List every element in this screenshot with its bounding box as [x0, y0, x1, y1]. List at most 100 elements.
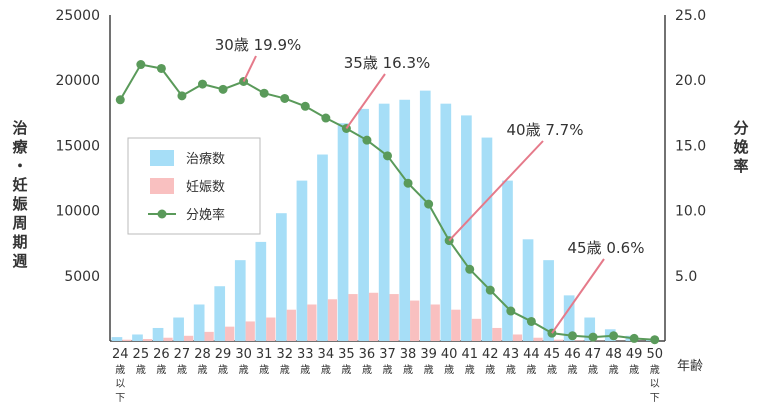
x-tick-label: 42	[482, 347, 499, 362]
bar-pregnancy	[451, 310, 460, 341]
x-tick-label: 44	[523, 347, 540, 362]
x-tick-label: 50	[646, 347, 663, 362]
left-axis-title-char: 療	[12, 138, 28, 156]
x-tick-label: 38	[400, 347, 417, 362]
annotation-label: 45歳 0.6%	[568, 239, 645, 257]
bar-treatment	[173, 318, 184, 341]
bar-pregnancy	[266, 318, 275, 341]
x-tick-suffix: 歳	[588, 364, 598, 376]
delivery-rate-point	[650, 335, 659, 344]
x-tick-suffix: 下	[115, 393, 125, 404]
x-tick-label: 25	[133, 347, 150, 362]
bar-treatment	[502, 181, 513, 341]
x-tick-label: 40	[441, 347, 458, 362]
right-tick-label: 10.0	[675, 204, 706, 220]
x-tick-label: 34	[318, 347, 335, 362]
x-tick-suffix: 歳	[321, 364, 331, 376]
x-tick-suffix: 歳	[547, 364, 557, 376]
annotation-label: 35歳 16.3%	[344, 54, 431, 72]
x-tick-suffix: 歳	[300, 364, 310, 376]
x-tick-label: 28	[194, 347, 211, 362]
x-axis-unit-label: 年齢	[677, 359, 703, 374]
x-tick-suffix: 下	[650, 393, 660, 404]
bar-pregnancy	[122, 340, 131, 341]
delivery-rate-point	[486, 286, 495, 295]
x-tick-label: 31	[256, 347, 273, 362]
x-tick-label: 29	[215, 347, 232, 362]
x-tick-suffix: 歳	[362, 364, 372, 376]
right-axis-title: 分娩率	[733, 119, 748, 175]
bar-treatment	[338, 123, 349, 341]
x-tick-label: 30	[235, 347, 252, 362]
bar-pregnancy	[205, 332, 214, 341]
bar-treatment	[276, 213, 287, 341]
delivery-rate-point	[383, 151, 392, 160]
annotation-label: 30歳 19.9%	[215, 36, 302, 54]
right-axis-title-char: 分	[733, 119, 748, 137]
annotation-label: 40歳 7.7%	[507, 121, 584, 139]
delivery-rate-point	[362, 136, 371, 145]
x-tick-label: 27	[174, 347, 191, 362]
bar-treatment	[297, 181, 308, 341]
bar-treatment	[399, 100, 410, 341]
bar-pregnancy	[513, 334, 522, 341]
x-tick-label: 41	[461, 347, 478, 362]
delivery-rate-point	[568, 331, 577, 340]
x-tick-label: 45	[544, 347, 561, 362]
legend-swatch	[150, 178, 174, 194]
bar-pregnancy	[328, 299, 337, 341]
x-tick-label: 24	[112, 347, 129, 362]
bar-pregnancy	[575, 340, 584, 341]
x-tick-suffix: 歳	[239, 364, 249, 376]
x-tick-label: 48	[605, 347, 622, 362]
bar-pregnancy	[225, 327, 234, 341]
bar-treatment	[317, 155, 328, 341]
delivery-rate-point	[609, 331, 618, 340]
legend-point-swatch	[158, 210, 167, 219]
annotation-leader-line	[552, 259, 604, 333]
left-axis-title-char: ・	[12, 157, 27, 175]
x-tick-suffix: 歳	[650, 364, 660, 376]
left-tick-label: 25000	[55, 8, 100, 24]
legend-label: 妊娠数	[186, 180, 225, 195]
delivery-rate-point	[280, 94, 289, 103]
legend-label: 分娩率	[186, 207, 225, 223]
delivery-rate-point	[260, 89, 269, 98]
legend-label: 治療数	[186, 152, 225, 167]
x-tick-suffix: 歳	[218, 364, 228, 376]
bar-treatment	[153, 328, 164, 341]
x-tick-suffix: 歳	[506, 364, 516, 376]
bar-pregnancy	[369, 293, 378, 341]
x-tick-suffix: 歳	[259, 364, 269, 376]
x-tick-suffix: 歳	[465, 364, 475, 376]
x-tick-suffix: 歳	[403, 364, 413, 376]
x-tick-suffix: 歳	[424, 364, 434, 376]
bar-treatment	[482, 138, 493, 341]
left-axis-title-char: 期	[12, 233, 27, 251]
right-axis-title-char: 娩	[733, 138, 748, 156]
x-tick-label: 39	[420, 347, 437, 362]
bar-pregnancy	[533, 338, 542, 341]
left-tick-label: 15000	[55, 138, 100, 154]
bar-pregnancy	[246, 321, 255, 341]
x-tick-label: 36	[359, 347, 376, 362]
x-tick-suffix: 歳	[280, 364, 290, 376]
x-tick-suffix: 歳	[198, 364, 208, 376]
left-tick-label: 5000	[64, 269, 100, 285]
bar-pregnancy	[410, 301, 419, 341]
bar-treatment	[112, 337, 123, 341]
bar-pregnancy	[390, 294, 399, 341]
right-tick-label: 5.0	[675, 269, 697, 285]
bar-pregnancy	[431, 304, 440, 341]
delivery-rate-point	[465, 265, 474, 274]
left-axis-title-char: 妊	[12, 176, 27, 194]
delivery-rate-point	[136, 60, 145, 69]
x-tick-label: 46	[564, 347, 581, 362]
x-tick-label: 47	[585, 347, 602, 362]
left-axis-title-char: 週	[12, 252, 27, 270]
bar-treatment	[194, 304, 205, 341]
bar-treatment	[235, 260, 246, 341]
delivery-rate-point	[157, 64, 166, 73]
